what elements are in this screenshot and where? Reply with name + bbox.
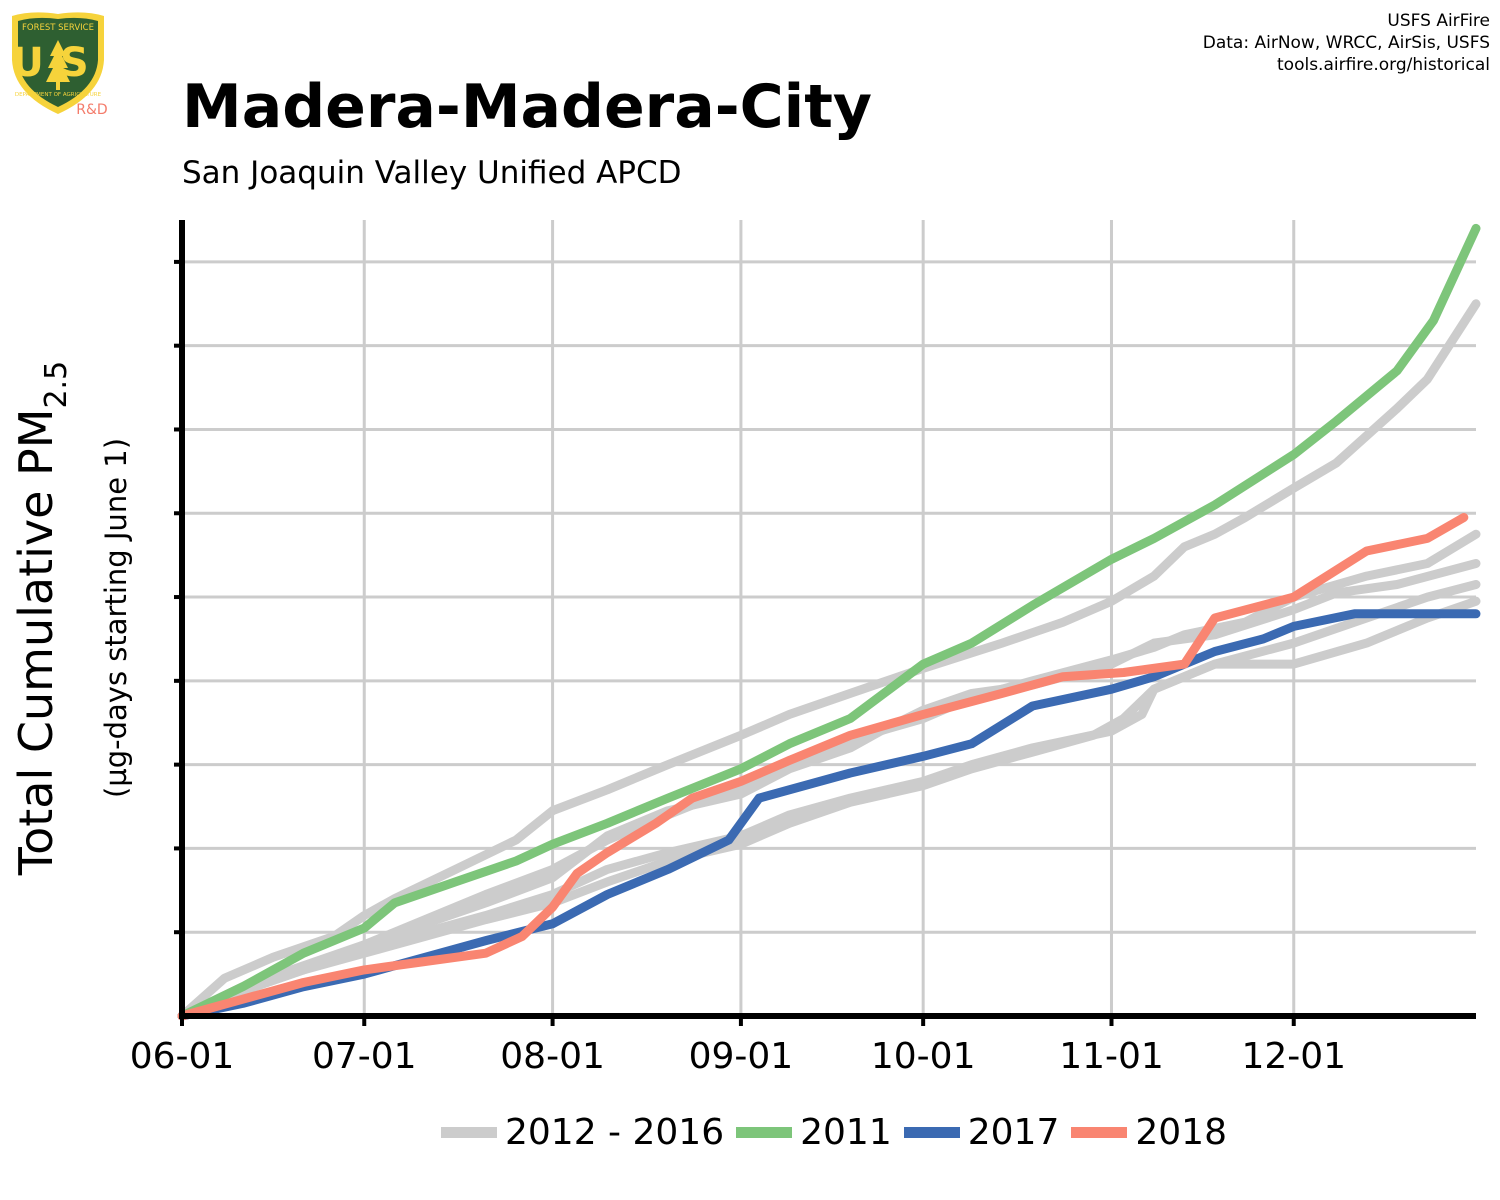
legend-swatch [1071,1127,1128,1138]
series-lines [177,223,1481,1021]
usfs-shield-logo: FOREST SERVICE US DEPARTMENT OF AGRICULT… [11,12,108,118]
legend-item-2012-2016: 2012 - 2016 [441,1112,724,1153]
legend-item-2018: 2018 [1071,1112,1227,1153]
series-line [177,513,1469,1021]
series-line [177,609,1481,1021]
y-axis-label: Total Cumulative PM2.5 [9,361,74,876]
legend-label: 2012 - 2016 [505,1112,725,1153]
x-tick-label: 06-01 [130,1036,235,1077]
legend-label: 2018 [1135,1112,1227,1153]
credit-block: USFS AirFire Data: AirNow, WRCC, AirSis,… [1203,10,1490,76]
x-tick-label: 08-01 [500,1036,605,1077]
x-tick-labels: 06-01 07-01 08-01 09-01 10-01 11-01 12-01 [130,1036,1346,1077]
x-tick-label: 07-01 [312,1036,417,1077]
legend-item-2017: 2017 [903,1112,1060,1153]
y-axis-secondary-label: (µg-days starting June 1) [99,438,133,798]
legend-swatch [736,1127,793,1138]
legend-swatch [441,1127,497,1138]
credit-line: USFS AirFire [1387,11,1490,31]
x-tick-label: 09-01 [689,1036,794,1077]
legend-item-2011: 2011 [736,1112,892,1153]
logo-bottom-text: DEPARTMENT OF AGRICULTURE [15,92,102,98]
tree-icon [46,40,70,90]
legend-label: 2017 [967,1112,1060,1153]
chart-legend: 2012 - 2016 2011 2017 2018 [0,1112,1500,1153]
series-line [177,596,1481,1021]
series-line [177,223,1481,1021]
series-line [177,299,1481,1021]
x-tick-label: 12-01 [1241,1036,1346,1077]
axes [174,220,1476,1026]
credit-line: Data: AirNow, WRCC, AirSis, USFS [1202,33,1490,53]
chart-subtitle: San Joaquin Valley Unified APCD [182,155,682,191]
logo-rd-tag: R&D [76,102,107,118]
x-tick-label: 10-01 [871,1036,976,1077]
logo-top-text: FOREST SERVICE [22,23,94,33]
x-tick-label: 11-01 [1059,1036,1164,1077]
credit-line: tools.airfire.org/historical [1277,55,1490,75]
chart-title: Madera-Madera-City [182,72,873,142]
legend-label: 2011 [800,1112,892,1153]
legend-swatch [903,1127,960,1138]
series-line [177,559,1481,1021]
